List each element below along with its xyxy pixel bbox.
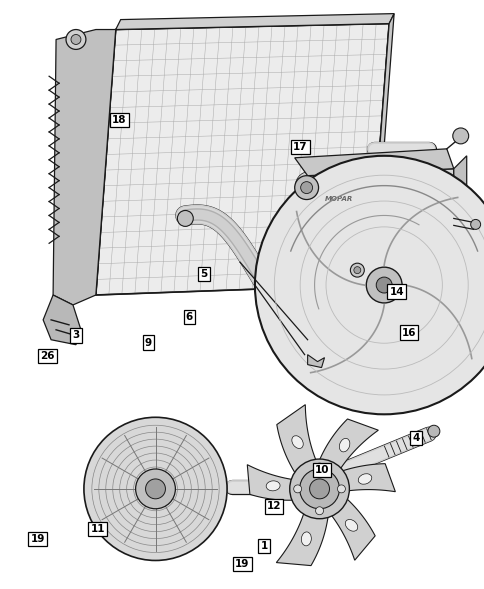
Polygon shape [53, 29, 116, 305]
Polygon shape [116, 14, 393, 29]
Polygon shape [327, 464, 394, 493]
Circle shape [376, 277, 392, 293]
Polygon shape [96, 24, 388, 295]
Circle shape [427, 425, 439, 437]
Text: 19: 19 [30, 534, 45, 544]
Circle shape [294, 176, 318, 200]
Ellipse shape [266, 481, 279, 491]
Circle shape [309, 479, 329, 499]
Circle shape [349, 263, 363, 277]
Circle shape [365, 267, 401, 303]
Ellipse shape [345, 519, 357, 531]
Text: 5: 5 [200, 269, 207, 279]
Ellipse shape [339, 438, 349, 452]
Circle shape [300, 181, 312, 194]
Polygon shape [453, 156, 466, 358]
Ellipse shape [358, 474, 371, 484]
Circle shape [315, 463, 323, 471]
Text: 4: 4 [411, 433, 419, 443]
Polygon shape [368, 14, 393, 285]
Polygon shape [276, 500, 329, 565]
Circle shape [299, 469, 339, 509]
Circle shape [452, 128, 468, 144]
Circle shape [71, 35, 81, 44]
Circle shape [84, 417, 227, 561]
Circle shape [66, 29, 86, 49]
Polygon shape [43, 295, 81, 345]
Text: MOPAR: MOPAR [324, 196, 352, 201]
Circle shape [469, 220, 480, 229]
Text: 17: 17 [292, 142, 307, 152]
Circle shape [136, 469, 175, 509]
Polygon shape [322, 489, 375, 560]
Circle shape [315, 507, 323, 515]
Text: 9: 9 [145, 337, 151, 348]
Circle shape [255, 156, 484, 414]
Text: 16: 16 [401, 327, 415, 337]
Text: 14: 14 [389, 287, 403, 297]
Polygon shape [314, 419, 378, 481]
Circle shape [337, 485, 345, 493]
Text: 3: 3 [73, 330, 79, 340]
Text: 11: 11 [91, 524, 105, 534]
Ellipse shape [301, 532, 311, 546]
Polygon shape [276, 405, 321, 485]
Circle shape [289, 459, 348, 519]
Polygon shape [307, 355, 324, 368]
Text: 10: 10 [314, 465, 329, 475]
Polygon shape [294, 149, 453, 176]
Text: 1: 1 [260, 541, 267, 551]
Polygon shape [247, 465, 308, 500]
Text: 26: 26 [40, 351, 54, 361]
Circle shape [177, 210, 193, 226]
Text: 12: 12 [266, 501, 281, 511]
Text: 18: 18 [112, 115, 126, 125]
Circle shape [353, 267, 360, 274]
Text: 19: 19 [235, 559, 249, 569]
Polygon shape [317, 181, 443, 348]
Ellipse shape [291, 436, 302, 448]
Circle shape [293, 485, 301, 493]
Circle shape [145, 479, 165, 499]
Polygon shape [304, 168, 453, 360]
Text: 6: 6 [185, 312, 193, 322]
